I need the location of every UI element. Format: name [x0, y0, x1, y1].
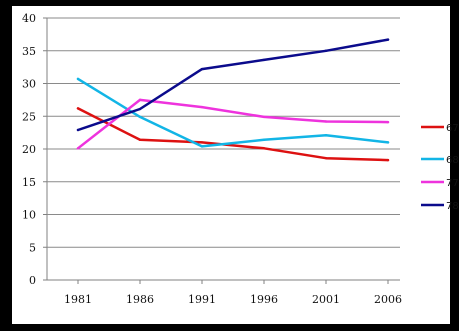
y-tick-label: 0 [29, 274, 36, 287]
data-point-77 [138, 98, 142, 102]
y-tick-label: 20 [22, 143, 36, 156]
data-point-78 [76, 128, 80, 132]
data-point-77 [76, 147, 80, 150]
data-point-78 [262, 58, 266, 62]
data-point-68 [76, 77, 80, 81]
gridlines [47, 17, 400, 248]
data-point-77 [386, 120, 390, 124]
y-tick-label: 15 [22, 176, 36, 189]
series-lines [76, 38, 390, 162]
y-tick-label: 5 [29, 241, 36, 254]
x-tick-label: 1996 [250, 293, 278, 306]
data-point-77 [324, 120, 328, 123]
x-tick-label: 1981 [64, 293, 92, 306]
series-line-67 [76, 107, 390, 162]
legend: 67 68 77 78 [421, 123, 459, 212]
data-point-78 [386, 38, 390, 41]
x-tick-label: 1986 [126, 293, 154, 306]
x-tick-label: 2001 [312, 293, 340, 306]
y-tick-label: 35 [22, 45, 36, 58]
y-tick-label: 25 [22, 110, 36, 123]
legend-label-68: 68 [446, 155, 459, 166]
data-point-67 [138, 138, 142, 142]
x-axis-ticks: 1981 1986 1991 1996 2001 2006 [64, 280, 402, 306]
series-line-78 [76, 38, 390, 132]
data-point-78 [138, 107, 142, 111]
x-tick-label: 2006 [374, 293, 402, 306]
data-point-68 [324, 134, 328, 137]
data-point-68 [262, 138, 266, 142]
y-tick-label: 30 [22, 78, 36, 91]
y-tick-label: 40 [22, 12, 36, 25]
data-point-67 [324, 156, 328, 160]
series-line-77 [76, 98, 390, 150]
data-point-77 [262, 115, 266, 119]
plot-background [12, 6, 450, 324]
data-point-67 [262, 147, 266, 150]
data-point-67 [76, 107, 80, 110]
y-axis-ticks: 0 5 10 15 20 25 30 35 40 [22, 12, 47, 287]
data-point-78 [324, 49, 328, 52]
data-point-68 [138, 115, 142, 119]
legend-label-67: 67 [446, 123, 459, 134]
data-point-77 [200, 105, 204, 109]
data-point-67 [200, 141, 204, 144]
data-point-68 [386, 141, 390, 144]
legend-label-77: 77 [446, 178, 459, 189]
data-point-68 [200, 145, 204, 148]
data-point-78 [200, 67, 204, 71]
series-line-68 [76, 77, 390, 148]
data-point-67 [386, 158, 390, 162]
y-tick-label: 10 [22, 209, 36, 222]
legend-label-78: 78 [446, 201, 459, 212]
x-tick-label: 1991 [188, 293, 216, 306]
